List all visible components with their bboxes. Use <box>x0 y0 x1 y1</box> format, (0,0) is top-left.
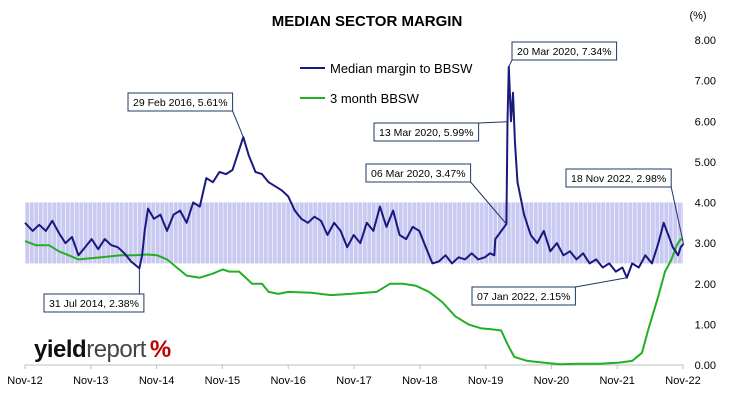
y-unit-label: (%) <box>689 10 706 22</box>
yieldreport-logo: yieldreport% <box>34 336 171 364</box>
annotation-label: 20 Mar 2020, 7.34% <box>517 46 612 58</box>
y-tick-label: 2.00 <box>695 279 716 291</box>
annotation-box <box>565 168 672 188</box>
annotation-callout: 07 Jan 2022, 2.15% <box>471 277 627 306</box>
series-lines <box>24 65 685 366</box>
annotation-label: 13 Mar 2020, 5.99% <box>379 127 474 139</box>
annotation-callout: 29 Feb 2016, 5.61% <box>127 92 244 138</box>
annotation-callout: 06 Mar 2020, 3.47% <box>365 163 507 225</box>
y-tick-label: 8.00 <box>695 35 716 47</box>
annotation-label: 31 Jul 2014, 2.38% <box>49 298 139 310</box>
x-tick-label: Nov-14 <box>139 375 174 387</box>
x-tick-label: Nov-13 <box>73 375 108 387</box>
annotation-leader <box>575 277 627 288</box>
annotation-leader <box>670 186 684 245</box>
series-line-1 <box>24 238 684 366</box>
annotation-box <box>373 122 480 142</box>
x-tick-label: Nov-16 <box>270 375 305 387</box>
series-line-0 <box>24 65 685 279</box>
y-tick-label: 6.00 <box>695 116 716 128</box>
x-tick-label: Nov-20 <box>534 375 569 387</box>
logo-percent-symbol: % <box>149 336 171 363</box>
x-tick-label: Nov-19 <box>468 375 503 387</box>
logo-word-report: report <box>86 336 146 363</box>
annotation-leader <box>478 121 508 124</box>
annotation-leader <box>232 110 244 138</box>
legend-label: Median margin to BBSW <box>330 61 473 76</box>
y-tick-label: 4.00 <box>695 198 716 210</box>
annotation-box <box>365 163 472 183</box>
annotations: 29 Feb 2016, 5.61% 20 Mar 2020, 7.34% 13 M… <box>43 41 684 313</box>
annotation-callout: 20 Mar 2020, 7.34% <box>508 41 618 68</box>
y-tick-label: 7.00 <box>695 76 716 88</box>
annotation-box <box>43 293 145 313</box>
shaded-band-hatch <box>24 202 683 264</box>
annotation-box <box>127 92 234 112</box>
y-tick-label: 5.00 <box>695 157 716 169</box>
y-tick-label: 3.00 <box>695 238 716 250</box>
annotation-label: 29 Feb 2016, 5.61% <box>133 97 228 109</box>
annotation-callout: 18 Nov 2022, 2.98% <box>565 168 684 245</box>
shaded-band <box>24 202 683 264</box>
x-tick-label: Nov-15 <box>205 375 240 387</box>
x-tick-label: Nov-18 <box>402 375 437 387</box>
chart-title: MEDIAN SECTOR MARGIN <box>272 13 463 30</box>
annotation-leader <box>508 59 513 68</box>
legend-label: 3 month BBSW <box>330 91 420 106</box>
x-tick-label: Nov-22 <box>665 375 700 387</box>
axes: 0.00 1.00 2.00 3.00 4.00 5.00 6.00 7.00 8.00 Nov-… <box>7 35 716 387</box>
annotation-box <box>471 286 576 306</box>
annotation-box <box>511 41 618 61</box>
legend: Median margin to BBSW 3 month BBSW <box>300 61 473 106</box>
annotation-callout: 31 Jul 2014, 2.38% <box>43 268 145 313</box>
x-tick-label: Nov-17 <box>336 375 371 387</box>
logo-word-yield: yield <box>34 336 87 363</box>
y-tick-label: 1.00 <box>695 319 716 331</box>
x-tick-label: Nov-21 <box>599 375 634 387</box>
annotation-leader <box>470 181 507 225</box>
annotation-label: 07 Jan 2022, 2.15% <box>477 291 570 303</box>
y-tick-label: 0.00 <box>695 360 716 372</box>
annotation-label: 18 Nov 2022, 2.98% <box>571 173 666 185</box>
annotation-label: 06 Mar 2020, 3.47% <box>371 168 466 180</box>
x-tick-label: Nov-12 <box>7 375 42 387</box>
annotation-callout: 13 Mar 2020, 5.99% <box>373 121 508 142</box>
